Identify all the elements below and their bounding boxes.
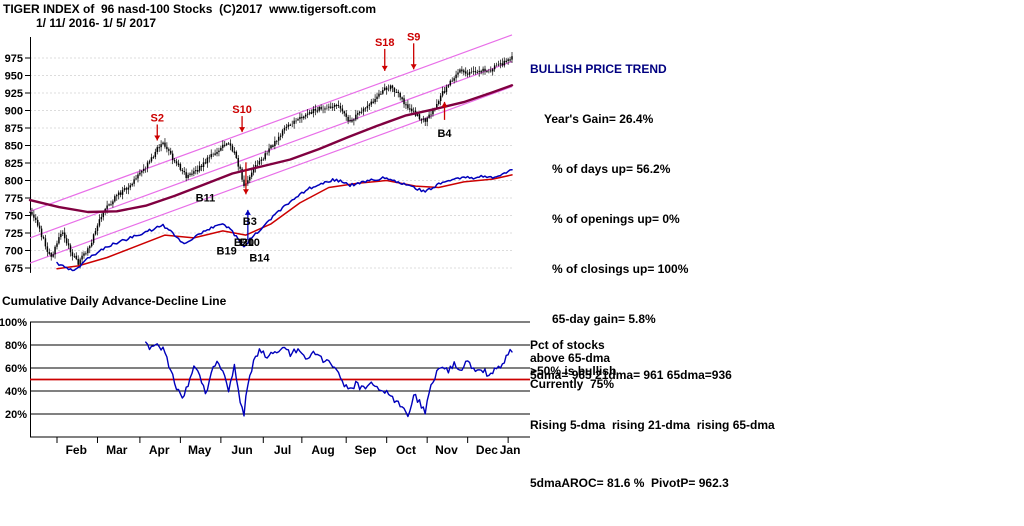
breadth-label-line1: Pct of stocks (530, 338, 605, 352)
svg-text:40%: 40% (5, 386, 27, 398)
svg-text:950: 950 (5, 71, 23, 83)
svg-text:Dec: Dec (476, 443, 498, 457)
svg-text:Jun: Jun (231, 443, 252, 457)
stat-ma-values: 5dma= 965 21dma= 961 65dma=936 (530, 368, 732, 382)
svg-text:700: 700 (5, 246, 23, 258)
svg-text:Sep: Sep (354, 443, 376, 457)
svg-text:B20: B20 (234, 237, 254, 249)
svg-text:20%: 20% (5, 409, 27, 421)
svg-text:Oct: Oct (396, 443, 416, 457)
svg-text:925: 925 (5, 88, 23, 100)
svg-text:B4: B4 (437, 128, 452, 140)
svg-text:B10: B10 (240, 237, 260, 249)
svg-text:S18: S18 (375, 37, 395, 49)
breadth-threshold-note: >50% is bullish (530, 364, 617, 378)
stat-closings-up: % of closings up= 100% (552, 262, 689, 276)
stat-65day-gain: 65-day gain= 5.8% (552, 312, 656, 326)
svg-text:Mar: Mar (106, 443, 128, 457)
svg-text:Nov: Nov (435, 443, 458, 457)
svg-text:825: 825 (5, 158, 23, 170)
svg-text:775: 775 (5, 193, 23, 205)
breadth-chart: 100% 80% 60% 40% 20% Feb Mar Apr May Jun Jul Aug Sep… (0, 317, 530, 457)
svg-text:B3: B3 (243, 216, 257, 228)
ad-line-label: Cumulative Daily Advance-Decline Line (2, 294, 227, 308)
stat-years-gain: Year's Gain= 26.4% (544, 112, 654, 126)
svg-text:80%: 80% (5, 340, 27, 352)
breadth-current-value: Currently 75% (530, 377, 615, 391)
svg-text:900: 900 (5, 106, 23, 118)
stat-openings-up: % of openings up= 0% (552, 212, 680, 226)
svg-text:B19: B19 (217, 246, 237, 258)
chart-date-range: 1/ 11/ 2016- 1/ 5/ 2017 (36, 16, 157, 30)
svg-text:60%: 60% (5, 363, 27, 375)
trend-heading: BULLISH PRICE TREND (530, 62, 667, 76)
svg-text:Apr: Apr (149, 443, 170, 457)
main-price-chart: 975 950 925 900 875 850 825 800 775 750 725 700 675 S… (5, 31, 514, 275)
svg-text:B11: B11 (196, 192, 216, 204)
svg-text:S9: S9 (407, 31, 420, 43)
svg-text:800: 800 (5, 176, 23, 188)
svg-text:875: 875 (5, 123, 23, 135)
svg-text:S2: S2 (151, 113, 164, 125)
svg-text:750: 750 (5, 211, 23, 223)
svg-text:725: 725 (5, 228, 23, 240)
svg-text:100%: 100% (0, 317, 27, 329)
svg-text:675: 675 (5, 263, 23, 275)
svg-text:Feb: Feb (66, 443, 87, 457)
tigersoft-chart-window: TIGER INDEX of 96 nasd-100 Stocks (C)201… (0, 2, 775, 490)
stat-days-up: % of days up= 56.2% (552, 162, 671, 176)
chart-title: TIGER INDEX of 96 nasd-100 Stocks (C)201… (3, 2, 376, 16)
svg-text:S10: S10 (232, 104, 252, 116)
trend-stats-panel: BULLISH PRICE TREND Year's Gain= 26.4% %… (530, 26, 775, 526)
svg-text:975: 975 (5, 53, 23, 65)
breadth-stats-panel: Pct of stocks above 65-dma >50% is bulli… (530, 339, 616, 391)
svg-text:B14: B14 (249, 253, 270, 265)
stat-aroc-pivot: 5dmaAROC= 81.6 % PivotP= 962.3 (530, 476, 729, 490)
svg-text:May: May (188, 443, 212, 457)
svg-text:Jan: Jan (500, 443, 521, 457)
svg-text:Aug: Aug (311, 443, 334, 457)
stat-ma-trend: Rising 5-dma rising 21-dma rising 65-dma (530, 418, 775, 432)
breadth-label-line2: above 65-dma (530, 351, 611, 365)
svg-text:850: 850 (5, 141, 23, 153)
svg-text:Jul: Jul (274, 443, 291, 457)
